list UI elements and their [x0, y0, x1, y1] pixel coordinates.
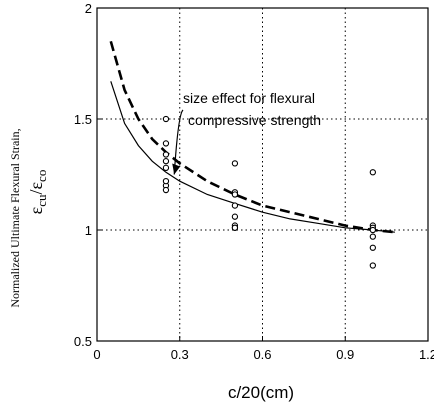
data-point	[369, 169, 376, 176]
data-point	[369, 244, 376, 251]
annotation-arrow	[173, 109, 184, 175]
solid-fit-curve	[110, 81, 395, 233]
annotation-line1: size effect for flexural	[183, 90, 315, 106]
data-point	[369, 226, 376, 234]
y-tick-label: 1.5	[74, 112, 92, 127]
data-point	[162, 186, 170, 194]
x-tick-label: 0.9	[336, 347, 354, 362]
grid	[97, 8, 428, 341]
data-point	[231, 202, 239, 209]
y-axis-label: Normalized Ultimate Flexural Strain,	[8, 128, 22, 307]
eps-cu: ε	[26, 206, 46, 214]
x-tick-label: 0	[93, 347, 100, 362]
x-tick-label: 1.2	[419, 347, 434, 362]
curves	[109, 40, 396, 234]
sub-co: co	[34, 170, 49, 182]
data-point	[162, 151, 170, 158]
dashed-fit-curve	[109, 40, 396, 234]
data-point	[162, 164, 170, 171]
y-axis-label-line2: εcu/εco	[26, 170, 49, 215]
x-axis-label: c/20(cm)	[228, 383, 294, 402]
data-point	[231, 213, 239, 220]
y-tick-label: 1	[85, 223, 92, 238]
data-point	[162, 178, 170, 185]
x-tick-label: 0.3	[171, 347, 189, 362]
data-points	[162, 115, 376, 269]
eps-co: /ε	[26, 181, 46, 194]
data-point	[162, 140, 170, 147]
data-point	[162, 115, 170, 123]
axis-ticks: 0 0.3 0.6 0.9 1.2 0.5 1 1.5 2	[74, 1, 434, 362]
y-axis-label-2: εcu/εco	[26, 170, 49, 215]
annotation-arrowhead	[172, 163, 181, 175]
annotation-line2: compressive strength	[188, 112, 321, 128]
data-point	[369, 262, 376, 269]
y-axis-label-line1: Normalized Ultimate Flexural Strain,	[8, 128, 22, 307]
data-point	[231, 224, 239, 231]
data-point	[162, 158, 170, 165]
y-tick-label: 0.5	[74, 334, 92, 349]
data-point	[231, 191, 239, 198]
data-point	[369, 233, 376, 240]
sub-cu: cu	[34, 194, 49, 207]
x-tick-label: 0.6	[253, 347, 271, 362]
data-point	[231, 160, 239, 167]
y-tick-label: 2	[85, 1, 92, 16]
